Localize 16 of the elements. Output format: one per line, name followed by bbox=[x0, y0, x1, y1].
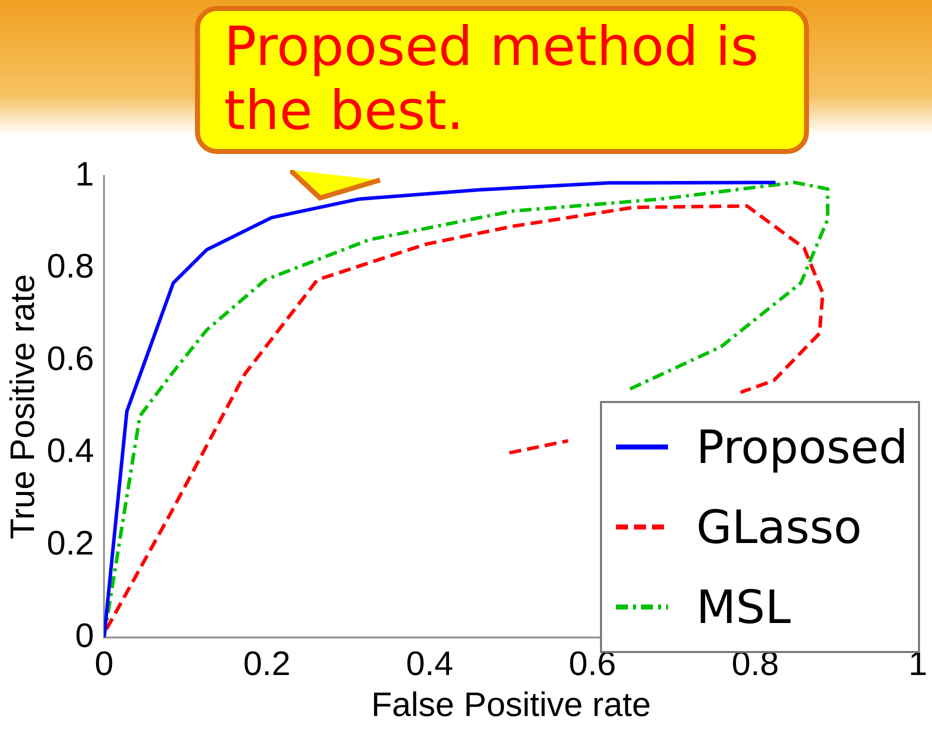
y-tick-label: 0 bbox=[75, 616, 94, 655]
x-axis-title: False Positive rate bbox=[371, 686, 651, 724]
x-tick-label: 1 bbox=[908, 645, 928, 684]
legend-label: MSL bbox=[696, 579, 791, 636]
y-tick-label: 0.6 bbox=[46, 340, 94, 378]
y-tick-label: 1 bbox=[75, 155, 94, 194]
x-tick-label: 0.6 bbox=[568, 645, 616, 684]
legend-label: Proposed bbox=[696, 419, 908, 476]
text: Proposed method is the best. bbox=[195, 6, 809, 154]
x-tick-label: 0.2 bbox=[243, 645, 290, 684]
legend-label: GLasso bbox=[696, 499, 862, 556]
x-tick-label: 0.4 bbox=[406, 645, 454, 684]
y-tick-label: 0.2 bbox=[46, 524, 94, 562]
y-tick-label: 0.4 bbox=[46, 432, 94, 470]
y-tick-label: 0.8 bbox=[46, 248, 94, 286]
y-axis-title: True Positive rate bbox=[4, 274, 42, 540]
